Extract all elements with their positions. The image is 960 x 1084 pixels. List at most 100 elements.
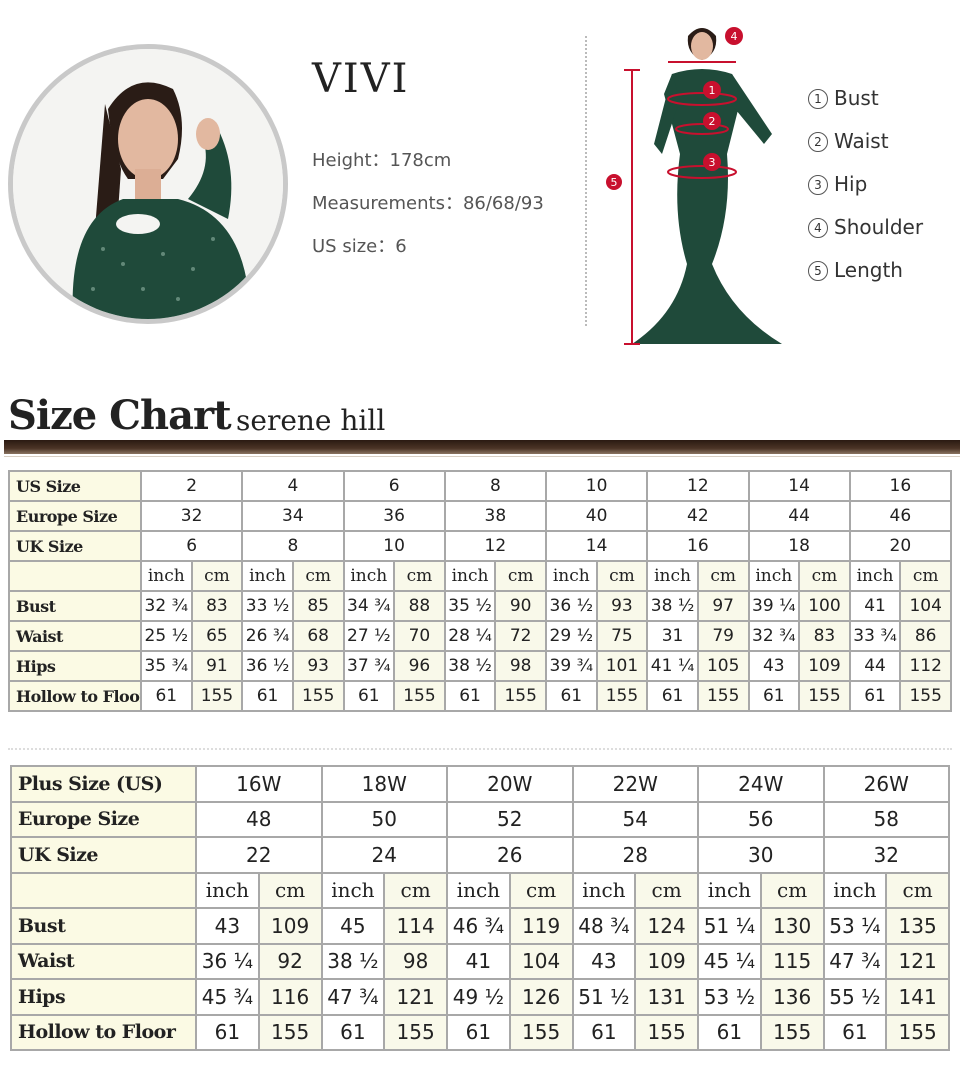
- size-cell: 58: [822, 800, 950, 838]
- unit-inch: inch: [848, 560, 902, 592]
- size-cell: 22: [195, 836, 323, 874]
- cm-value: 72: [494, 620, 547, 652]
- size-cell: 16: [848, 470, 953, 502]
- legend-label: Bust: [834, 86, 879, 110]
- cm-value: 70: [393, 620, 446, 652]
- cm-value: 65: [190, 620, 244, 652]
- model-photo-illustration: [13, 49, 283, 319]
- legend-item-bust: 1 Bust: [808, 86, 879, 110]
- cm-value: 100: [798, 590, 851, 622]
- unit-inch: inch: [571, 871, 637, 909]
- legend-label: Length: [834, 258, 903, 282]
- inch-value: 51 ½: [571, 978, 637, 1016]
- cm-value: 130: [759, 907, 825, 945]
- legend-item-hip: 3 Hip: [808, 172, 867, 196]
- row-label: Hollow to Floor: [8, 680, 142, 712]
- marker-4: 4: [731, 30, 738, 43]
- unit-inch: inch: [195, 871, 260, 909]
- cm-value: 135: [885, 907, 950, 945]
- inch-value: 55 ½: [822, 978, 888, 1016]
- cm-value: 124: [634, 907, 699, 945]
- row-label: Plus Size (US): [10, 765, 197, 803]
- inch-value: 41: [446, 942, 511, 980]
- cm-value: 98: [383, 942, 448, 980]
- row-label: Hips: [10, 978, 197, 1016]
- inch-value: 38 ½: [443, 650, 497, 682]
- size-cell: 18W: [320, 765, 448, 803]
- model-height: Height：178cm: [312, 150, 452, 171]
- unit-cm: cm: [696, 560, 750, 592]
- unit-inch: inch: [241, 560, 294, 592]
- inch-value: 28 ¼: [443, 620, 497, 652]
- header-row: US Size 2 4 6 8 10 12 14 16: [8, 470, 953, 502]
- marker-2: 2: [709, 115, 716, 128]
- inch-value: 61: [241, 680, 294, 712]
- cm-value: 155: [508, 1013, 574, 1051]
- row-label-empty: [8, 560, 142, 592]
- cm-value: 114: [383, 907, 448, 945]
- size-cell: 56: [697, 800, 825, 838]
- inch-value: 61: [195, 1013, 260, 1051]
- size-cell: 6: [342, 470, 446, 502]
- size-cell: 54: [571, 800, 699, 838]
- cm-value: 92: [257, 942, 323, 980]
- size-cell: 42: [646, 500, 750, 532]
- marker-3: 3: [709, 156, 716, 169]
- row-label: Bust: [10, 907, 197, 945]
- inch-value: 49 ½: [446, 978, 511, 1016]
- cm-value: 104: [899, 590, 952, 622]
- cm-value: 141: [885, 978, 950, 1016]
- cm-value: 121: [383, 978, 448, 1016]
- inch-value: 41 ¼: [646, 650, 699, 682]
- cm-value: 155: [759, 1013, 825, 1051]
- inch-value: 61: [446, 1013, 511, 1051]
- inch-value: 33 ½: [241, 590, 294, 622]
- cm-value: 121: [885, 942, 950, 980]
- table-row: Hollow to Floor 61 155 61 155 61 155 61 155 61 155…: [10, 1013, 950, 1051]
- inch-value: 61: [747, 680, 801, 712]
- cm-value: 155: [696, 680, 750, 712]
- cm-value: 93: [291, 650, 345, 682]
- row-label: Waist: [8, 620, 142, 652]
- unit-inch: inch: [646, 560, 699, 592]
- inch-value: 45: [320, 907, 386, 945]
- inch-value: 35 ¾: [140, 650, 193, 682]
- legend-number: 4: [808, 218, 828, 238]
- inch-value: 44: [848, 650, 902, 682]
- row-label: Europe Size: [10, 800, 197, 838]
- inch-value: 61: [342, 680, 396, 712]
- cm-value: 155: [494, 680, 547, 712]
- row-label: Hips: [8, 650, 142, 682]
- cm-value: 155: [885, 1013, 950, 1051]
- legend-label: Waist: [834, 129, 889, 153]
- inch-value: 43: [747, 650, 801, 682]
- cm-value: 96: [393, 650, 446, 682]
- inch-value: 47 ¾: [320, 978, 386, 1016]
- size-cell: 30: [697, 836, 825, 874]
- size-cell: 50: [320, 800, 448, 838]
- unit-cm: cm: [798, 560, 851, 592]
- inch-value: 36 ¼: [195, 942, 260, 980]
- unit-inch: inch: [342, 560, 396, 592]
- inch-value: 35 ½: [443, 590, 497, 622]
- inch-value: 61: [140, 680, 193, 712]
- brand-name: serene hill: [236, 404, 386, 437]
- unit-inch: inch: [320, 871, 386, 909]
- inch-value: 61: [320, 1013, 386, 1051]
- size-cell: 16W: [195, 765, 323, 803]
- inch-value: 61: [545, 680, 598, 712]
- inch-value: 39 ¼: [747, 590, 801, 622]
- size-cell: 24: [320, 836, 448, 874]
- row-label-empty: [10, 871, 197, 909]
- cm-value: 93: [595, 590, 649, 622]
- cm-value: 97: [696, 590, 750, 622]
- cm-value: 155: [383, 1013, 448, 1051]
- cm-value: 98: [494, 650, 547, 682]
- cm-value: 119: [508, 907, 574, 945]
- cm-value: 109: [798, 650, 851, 682]
- size-cell: 14: [544, 530, 649, 562]
- table-row: Hips 45 ¾ 116 47 ¾ 121 49 ½ 126 51 ½ 131 53 ½ 136 5…: [10, 978, 950, 1016]
- inch-value: 33 ¾: [848, 620, 902, 652]
- unit-cm: cm: [899, 560, 952, 592]
